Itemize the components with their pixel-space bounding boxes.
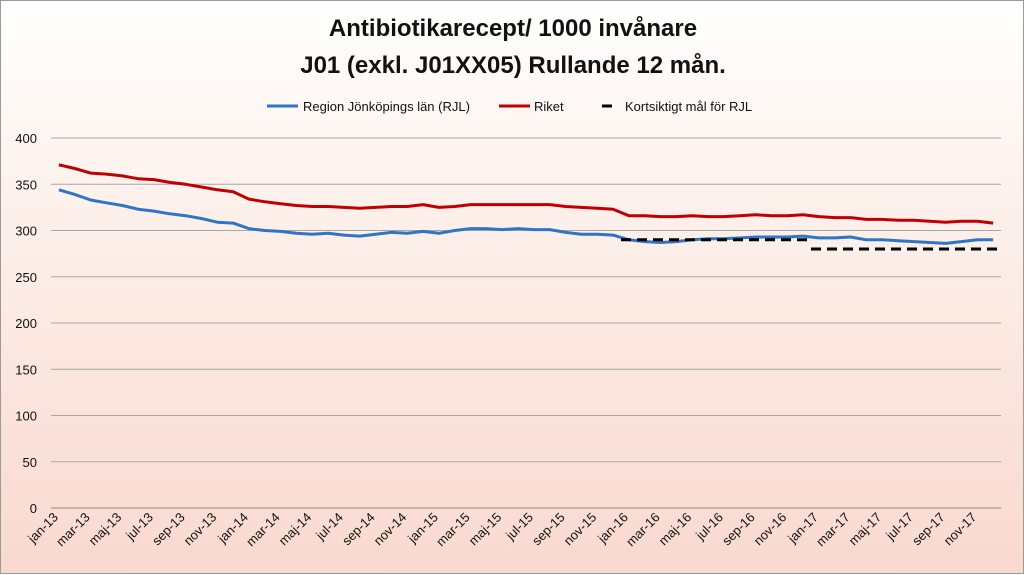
y-tick-label: 300 (15, 224, 37, 239)
series-layer (58, 163, 1001, 251)
x-tick-label: nov-13 (181, 510, 220, 549)
y-tick-label: 0 (30, 501, 37, 516)
x-axis: jan-13mar-13maj-13jul-13sep-13nov-13jan-… (24, 510, 979, 550)
y-tick-label: 350 (15, 177, 37, 192)
series-line (58, 188, 994, 245)
x-tick-label: mar-13 (53, 510, 93, 550)
y-axis: 0 50 100 150 200 250 300 350 400 (15, 131, 37, 516)
legend-label-rjl: Region Jönköpings län (RJL) (303, 99, 470, 114)
x-tick-label: nov-14 (371, 510, 410, 549)
legend-label-riket: Riket (534, 99, 564, 114)
y-tick-label: 200 (15, 316, 37, 331)
x-tick-label: maj-16 (656, 510, 695, 549)
y-tick-label: 250 (15, 270, 37, 285)
x-tick-label: mar-14 (243, 510, 283, 550)
x-tick-label: maj-15 (466, 510, 505, 549)
legend: Region Jönköpings län (RJL) Riket Kortsi… (267, 99, 752, 114)
x-tick-label: nov-17 (941, 510, 980, 549)
y-tick-label: 100 (15, 409, 37, 424)
legend-label-goal: Kortsiktigt mål för RJL (625, 99, 752, 114)
x-tick-label: sep-14 (339, 510, 378, 549)
x-tick-label: sep-16 (719, 510, 758, 549)
series-line (58, 163, 994, 225)
x-tick-label: sep-17 (909, 510, 948, 549)
x-tick-label: mar-17 (813, 510, 853, 550)
gridlines (51, 137, 1001, 509)
chart-subtitle: J01 (exkl. J01XX05) Rullande 12 mån. (300, 52, 726, 79)
x-tick-label: nov-15 (561, 510, 600, 549)
x-tick-label: maj-17 (846, 510, 885, 549)
x-tick-label: sep-13 (149, 510, 188, 549)
x-tick-label: maj-14 (276, 510, 315, 549)
series-1 (58, 163, 994, 225)
y-tick-label: 150 (15, 362, 37, 377)
x-tick-label: mar-16 (623, 510, 663, 550)
x-tick-label: nov-16 (751, 510, 790, 549)
chart-title: Antibiotikarecept/ 1000 invånare (329, 15, 697, 42)
x-tick-label: maj-13 (86, 510, 125, 549)
x-tick-label: sep-15 (529, 510, 568, 549)
series-0 (58, 188, 994, 245)
y-tick-label: 400 (15, 131, 37, 146)
x-tick-label: mar-15 (433, 510, 473, 550)
y-tick-label: 50 (23, 455, 37, 470)
